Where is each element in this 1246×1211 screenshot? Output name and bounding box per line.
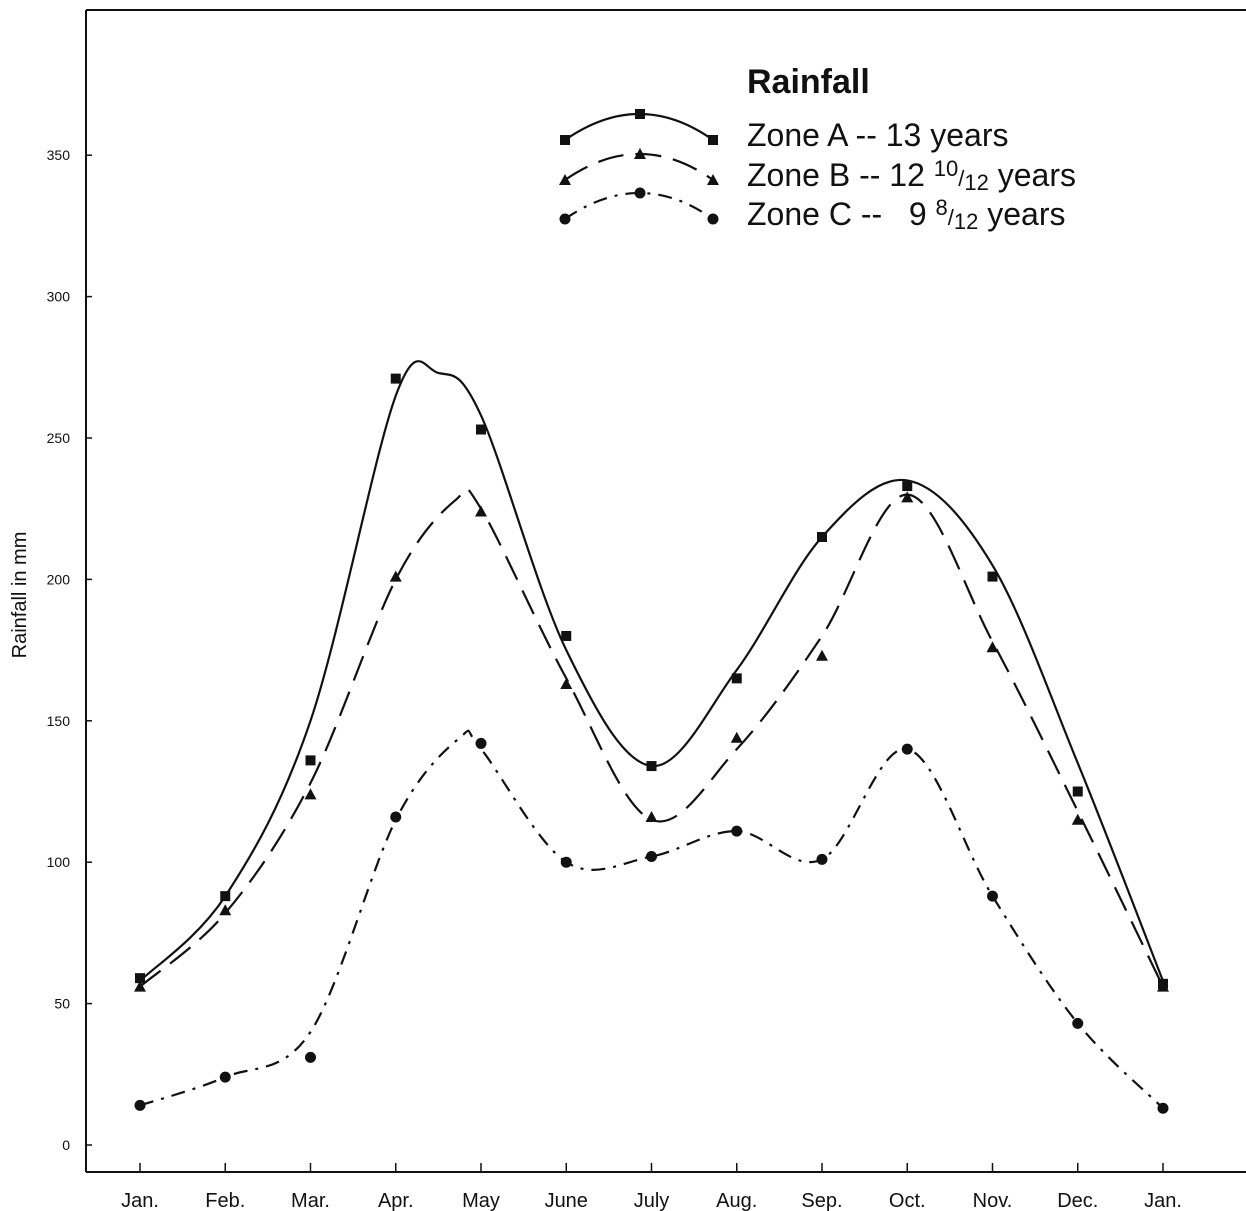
plot-frame [85, 9, 1246, 1173]
legend-item-zone-a: Zone A -- 13 years [560, 109, 1008, 153]
series-line-zone-c [139, 729, 1164, 1109]
legend-marker-zone-c [559, 213, 571, 225]
data-point-zone-a [902, 481, 913, 492]
x-tick-label: Aug. [716, 1190, 757, 1211]
y-tick-label: 200 [47, 571, 71, 587]
x-tick-label: Apr. [378, 1190, 414, 1211]
data-point-zone-b [560, 678, 573, 690]
data-point-zone-b [816, 649, 828, 661]
data-point-zone-c [816, 853, 828, 865]
series-line-zone-b [139, 487, 1164, 988]
data-point-zone-c [219, 1071, 231, 1083]
series-line-zone-a [139, 360, 1165, 982]
x-axis-ticks: Jan. Feb. Mar. Apr. May June July Aug. Sep. Oct. N… [121, 1163, 1182, 1211]
x-tick-label: Oct. [889, 1190, 926, 1211]
data-point-zone-b [304, 788, 317, 800]
legend-marker-zone-b [559, 174, 571, 185]
legend-item-zone-b: Zone B -- 12 10/12 years [559, 148, 1076, 195]
data-point-zone-b [1071, 813, 1084, 825]
data-point-zone-a [1072, 786, 1083, 797]
x-tick-label: Mar. [291, 1190, 330, 1211]
x-tick-label: Jan. [1144, 1190, 1182, 1211]
data-point-zone-b [475, 505, 487, 517]
data-point-zone-a [220, 891, 231, 902]
data-point-zone-c [1072, 1017, 1084, 1029]
data-point-zone-a [817, 531, 827, 542]
x-tick-label: July [634, 1190, 670, 1211]
data-point-zone-b [134, 980, 146, 992]
y-tick-label: 300 [47, 289, 71, 305]
data-point-zone-a [731, 673, 742, 684]
legend-marker-zone-a [708, 135, 718, 145]
chart-title: Rainfall [747, 63, 870, 101]
legend-marker-zone-c [634, 187, 646, 199]
data-point-zone-c [475, 737, 487, 749]
data-point-zone-b [901, 491, 914, 503]
y-tick-label: 50 [54, 996, 70, 1012]
x-tick-label: Nov. [973, 1190, 1013, 1211]
data-point-zone-b [645, 810, 658, 822]
data-point-zone-c [987, 890, 998, 902]
data-point-zone-a [561, 630, 572, 641]
series-layer [134, 360, 1169, 1114]
x-tick-label: Feb. [205, 1190, 245, 1211]
data-point-zone-c [901, 743, 913, 755]
x-tick-label: May [462, 1190, 500, 1211]
data-point-zone-b [389, 570, 402, 582]
x-tick-label: June [545, 1190, 588, 1211]
series-zone-b [134, 487, 1169, 992]
y-tick-label: 150 [47, 713, 71, 729]
data-point-zone-a [305, 755, 316, 766]
y-tick-label: 100 [47, 854, 71, 870]
y-axis-ticks: 0 50 100 150 200 250 300 350 [47, 147, 92, 1153]
legend-label-zone-b: Zone B -- 12 10/12 years [747, 156, 1076, 195]
data-point-zone-c [390, 811, 402, 823]
legend-line-zone-c [564, 191, 714, 220]
data-point-zone-b [219, 904, 232, 916]
legend-label-zone-c: Zone C -- 9 8/12 years [747, 195, 1066, 234]
data-point-zone-a [987, 571, 998, 582]
legend-item-zone-c: Zone C -- 9 8/12 years [559, 187, 1066, 234]
y-tick-label: 0 [62, 1137, 70, 1153]
series-zone-a [135, 360, 1168, 989]
x-tick-label: Jan. [121, 1190, 159, 1211]
legend-marker-zone-a [635, 109, 645, 119]
data-point-zone-c [1157, 1102, 1169, 1114]
data-point-zone-a [390, 373, 401, 384]
y-axis-label: Rainfall in mm [9, 532, 31, 659]
x-tick-label: Sep. [801, 1190, 842, 1211]
data-point-zone-a [476, 424, 486, 435]
data-point-zone-a [646, 761, 657, 772]
x-tick-label: Dec. [1057, 1190, 1098, 1211]
data-point-zone-a [135, 973, 145, 984]
data-point-zone-b [986, 641, 999, 653]
data-point-zone-b [1157, 980, 1169, 992]
series-zone-c [134, 729, 1169, 1114]
data-point-zone-b [730, 731, 743, 743]
y-tick-label: 250 [47, 430, 71, 446]
y-tick-label: 350 [47, 147, 71, 163]
data-point-zone-c [731, 825, 743, 837]
legend-marker-zone-c [707, 213, 719, 225]
legend-label-zone-a: Zone A -- 13 years [747, 117, 1008, 153]
legend-marker-zone-b [707, 174, 719, 185]
data-point-zone-c [134, 1099, 146, 1111]
data-point-zone-c [305, 1051, 316, 1063]
data-point-zone-c [560, 856, 572, 868]
legend-marker-zone-b [634, 148, 646, 159]
legend-marker-zone-a [560, 135, 570, 145]
data-point-zone-c [646, 851, 657, 863]
